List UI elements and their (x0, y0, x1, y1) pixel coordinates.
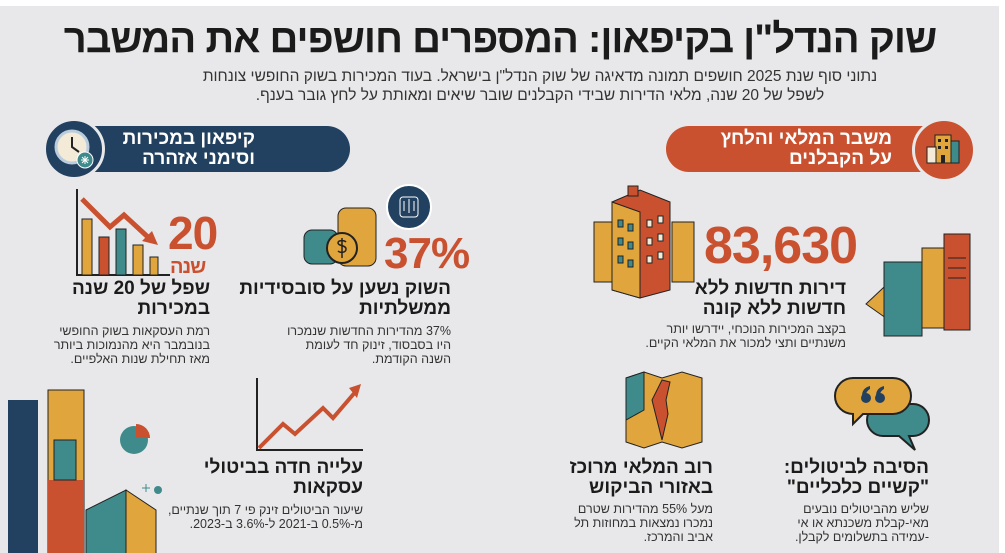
speech-bubble-quote-icon (834, 377, 930, 451)
stat-desc: שליש מהביטולים נובעים (803, 502, 929, 516)
inventory-value: 83,630 (704, 217, 858, 275)
subtitle-line-1: נתוני סוף שנת 2025 חושפים תמונה מדאיגה ש… (202, 68, 878, 85)
infographic: שוק הנדל"ן בקיפאון: המספרים חושפים את המ… (0, 6, 999, 553)
stat-desc: משנתיים ותצי למכור את המלאי הקיים. (645, 336, 846, 350)
header-line: על הקבלנים (788, 148, 892, 169)
stat-37-value: 37% (384, 229, 470, 278)
stat-37-block: השוק נשען על סובסידיות ממשלתיות 37% מהדי… (211, 278, 451, 367)
header-line: משבר המלאי והלחץ (720, 128, 892, 149)
abstract-buildings-icon (865, 233, 971, 337)
stat-desc: השנה הקודמת. (371, 352, 451, 366)
stat-heading: עלייה חדה בביטולי (203, 457, 363, 478)
stat-heading: הסיבה לביטולים: (783, 457, 929, 478)
decorative-city-graphic (8, 389, 162, 553)
stat-heading: באזורי הביקוש (589, 477, 713, 498)
stat-desc: מעל 55% מהדירות שטרם (577, 502, 713, 516)
stat-20-unit: שנה (170, 256, 206, 278)
subtitle-line-2: לשפל של 20 שנה, מלאי הדירות שבידי הקבלני… (255, 87, 825, 104)
stat-20-block: שפל של 20 שנה במכירות רמת העסקאות בשוק ה… (10, 278, 210, 367)
stat-heading: השוק נשען על סובסידיות (239, 278, 451, 299)
declining-bar-chart-icon (76, 189, 170, 276)
stat-desc: שיעור הביטולים זינק פי 7 תוך שנתיים, (167, 503, 363, 517)
stat-desc: בקצב המכירות הנוכחי, יידרשו יותר (666, 322, 846, 336)
stat-desc: בנובמבר היא מהנמוכות ביותר (53, 338, 210, 352)
stat-desc: -עמידה בתשלומים לקבלן. (794, 530, 929, 544)
stat-heading: "קשיים כלכליים" (786, 477, 929, 498)
apartment-building-icon (593, 185, 695, 299)
stat-desc: היו בסבסוד, זינוק חד לעומת (305, 338, 451, 352)
state-emblem-icon (386, 184, 432, 230)
israel-map-icon (625, 371, 703, 449)
stat-desc: 37% מהדירות החדשות שנמכרו (287, 324, 451, 338)
stat-20-value: 20 (168, 207, 218, 259)
stat-desc: אביב והמרכז. (643, 530, 713, 544)
inventory-block: דירות חדשות ללא חדשות ללא קונה בקצב המכי… (586, 278, 846, 351)
stat-desc: נמכרו נמצאות במחוזות תל (574, 516, 713, 530)
stat-heading: רוב המלאי מרוכז (569, 457, 713, 478)
cancellations-block: עלייה חדה בביטולי עסקאות שיעור הביטולים … (63, 457, 363, 532)
buildings-icon (912, 118, 976, 182)
stat-heading: דירות חדשות ללא (694, 278, 846, 299)
frozen-clock-icon (43, 118, 105, 180)
stat-heading: עסקאות (293, 477, 363, 498)
location-block: רוב המלאי מרוכז באזורי הביקוש מעל 55% מה… (513, 457, 713, 545)
stat-desc: מ-0.5% ב-2021 ל-3.6% ב-2023. (189, 517, 363, 531)
stat-heading: במכירות (137, 298, 210, 319)
stat-desc: מאז תחילת שנות האלפיים. (70, 352, 210, 366)
reason-block: הסיבה לביטולים: "קשיים כלכליים" שליש מהב… (729, 457, 929, 545)
stat-heading: שפל של 20 שנה (71, 278, 210, 299)
header-line: וסימני אזהרה (142, 148, 255, 169)
header-line: קיפאון במכירות (122, 128, 255, 149)
stat-heading: ממשלתיות (359, 298, 451, 319)
section-header-inventory-crisis: משבר המלאי והלחץ על הקבלנים (666, 126, 956, 172)
stat-desc: מאי-קבלת משכנתא או אי (797, 516, 929, 530)
stat-heading: חדשות ללא קונה (702, 298, 846, 319)
coins-icon (303, 207, 377, 267)
rising-line-chart-icon (256, 378, 363, 451)
page-title: שוק הנדל"ן בקיפאון: המספרים חושפים את המ… (63, 17, 937, 61)
stat-desc: רמת העסקאות בשוק החופשי (59, 324, 210, 338)
